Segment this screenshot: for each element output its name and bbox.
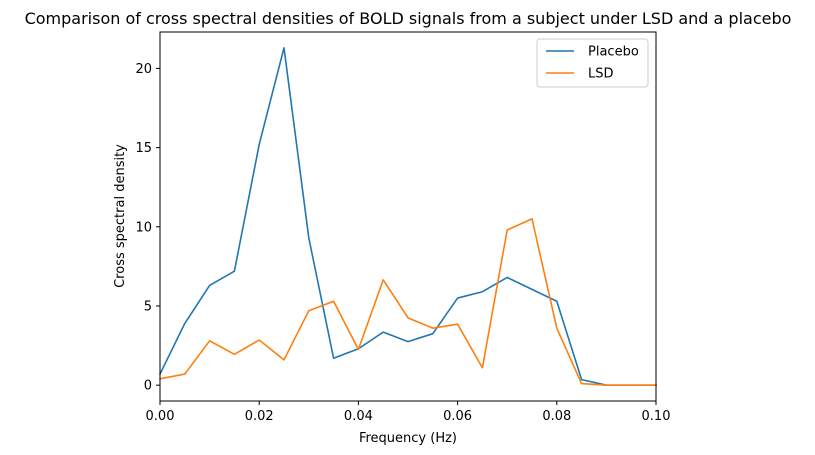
legend-label-lsd: LSD <box>588 67 614 82</box>
y-tick-label: 5 <box>144 299 152 314</box>
series-layer <box>158 47 657 386</box>
y-axis-label: Cross spectral density <box>113 144 128 288</box>
series-lsd <box>159 218 657 386</box>
x-tick-label: 0.04 <box>344 409 373 424</box>
series-placebo <box>158 47 657 386</box>
y-tick-label: 0 <box>144 379 152 394</box>
axis-layer: 0.00 0.02 0.04 0.06 0.08 0.10 0 5 10 15 20 <box>135 62 670 424</box>
x-tick-label: 0.10 <box>642 409 671 424</box>
x-tick-label: 0.06 <box>443 409 472 424</box>
legend-label-placebo: Placebo <box>588 45 639 60</box>
y-tick-label: 10 <box>135 220 152 235</box>
series-line-placebo <box>158 47 657 386</box>
y-tick-label: 15 <box>135 141 152 156</box>
legend: Placebo LSD <box>536 38 649 88</box>
x-axis-label: Frequency (Hz) <box>359 431 457 446</box>
plot-frame <box>159 31 657 402</box>
x-tick-label: 0.02 <box>245 409 274 424</box>
series-line-lsd <box>159 218 657 386</box>
y-tick-label: 20 <box>135 62 152 77</box>
x-tick-label: 0.08 <box>542 409 571 424</box>
legend-items: Placebo LSD <box>546 45 639 82</box>
chart-title: Comparison of cross spectral densities o… <box>25 9 792 28</box>
x-tick-label: 0.00 <box>146 409 175 424</box>
